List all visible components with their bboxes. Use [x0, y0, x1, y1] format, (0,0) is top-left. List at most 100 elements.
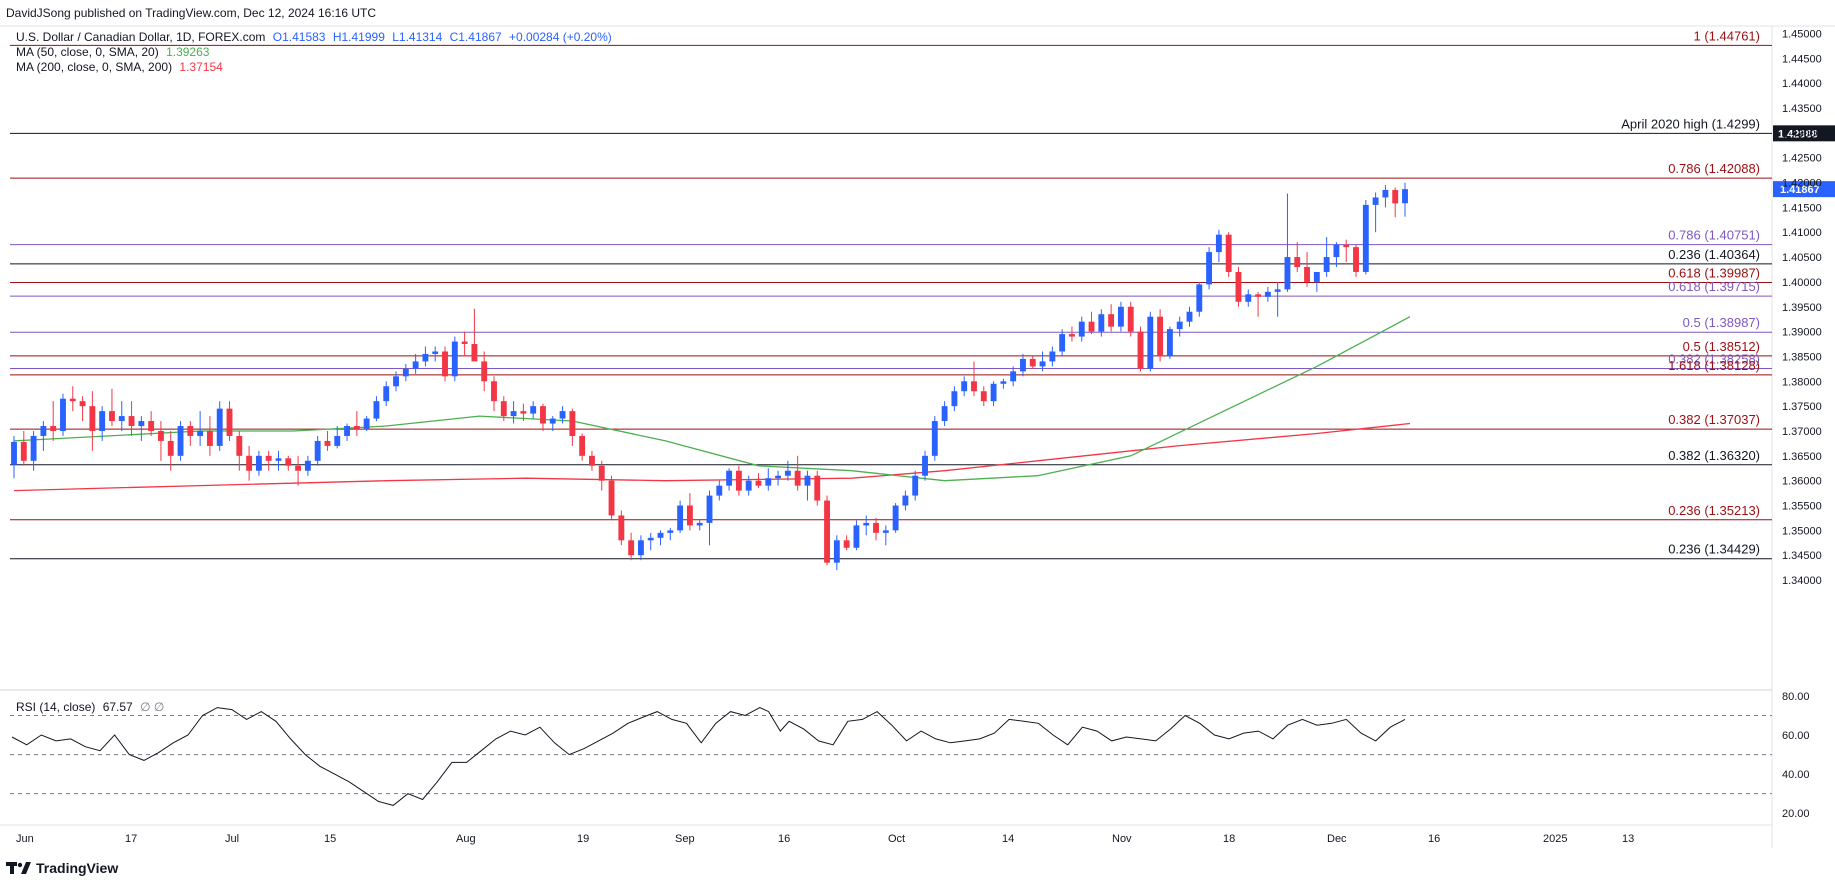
candle-body: [432, 351, 439, 354]
candle-body: [491, 381, 497, 402]
level-label: 1.618 (1.38128): [1668, 358, 1760, 373]
time-axis[interactable]: Jun 17 Jul 15 Aug 19 Sep 16 Oct 14 Nov 18 Dec 16 2025 1…: [16, 833, 1634, 845]
level-price-tag-text: 1.42988: [1778, 128, 1818, 140]
candle-body: [167, 440, 174, 456]
rsi-legend[interactable]: RSI (14, close) 67.57 ∅ ∅: [16, 700, 168, 714]
level-label: 0.786 (1.42088): [1668, 161, 1760, 176]
candle-body: [1245, 294, 1252, 302]
price-tick-label: 1.42000: [1782, 178, 1822, 190]
high-value: H1.41999: [332, 30, 385, 44]
time-tick-label: 16: [1428, 833, 1440, 845]
price-tick-label: 1.44000: [1782, 78, 1822, 90]
candle-body: [990, 383, 997, 402]
candle-body: [735, 470, 742, 491]
candle-body: [1157, 316, 1164, 357]
candle-body: [500, 401, 507, 417]
level-label: 0.618 (1.39715): [1668, 279, 1760, 294]
price-tick-label: 1.43000: [1782, 128, 1822, 140]
candle-body: [275, 458, 282, 461]
ma50-legend[interactable]: MA (50, close, 0, SMA, 20) 1.39263: [16, 45, 213, 59]
candle-body: [667, 530, 674, 533]
candle-body: [1343, 244, 1350, 248]
tradingview-brand[interactable]: TradingView: [6, 860, 118, 876]
level-label: 0.236 (1.35213): [1668, 503, 1760, 518]
candle-body: [1284, 257, 1291, 290]
price-tick-label: 1.34500: [1782, 550, 1822, 562]
candle-body: [677, 505, 684, 531]
candle-body: [922, 455, 928, 476]
fib-levels[interactable]: 1 (1.44761) April 2020 high (1.4299) 1.429…: [10, 28, 1835, 560]
candle-body: [1108, 314, 1115, 327]
candle-body: [579, 435, 586, 456]
candle-body: [1078, 321, 1085, 337]
candle-body: [69, 398, 76, 402]
candle-body: [481, 361, 488, 382]
price-tick-label: 1.34000: [1782, 575, 1822, 587]
rsi-pane: [10, 707, 1772, 806]
candle-body: [353, 426, 360, 429]
price-tick-label: 1.41000: [1782, 227, 1822, 239]
time-tick-label: 18: [1223, 833, 1235, 845]
candle-body: [628, 540, 635, 556]
candle-body: [540, 406, 546, 424]
candle-body: [520, 411, 527, 414]
candle-body: [1049, 351, 1056, 362]
candle-body: [393, 376, 399, 387]
candle-body: [216, 408, 223, 446]
candle-body: [686, 505, 693, 526]
candle-body: [1020, 358, 1026, 372]
candle-body: [1098, 314, 1105, 332]
candle-body: [60, 398, 66, 431]
price-tick-label: 1.40000: [1782, 277, 1822, 289]
candle-body: [608, 480, 615, 516]
candle-body: [873, 522, 879, 533]
candle-body: [902, 495, 909, 506]
candle-body: [892, 505, 899, 531]
candle-body: [598, 465, 605, 481]
candle-body: [99, 411, 106, 431]
candle-body: [1206, 252, 1213, 285]
candle-body: [530, 406, 537, 414]
price-tick-label: 1.40500: [1782, 252, 1822, 264]
level-label: 0.5 (1.38512): [1683, 339, 1760, 354]
price-tick-label: 1.35000: [1782, 525, 1822, 537]
price-axis[interactable]: 1.34000 1.34500 1.35000 1.35500 1.36000 1.365…: [1782, 28, 1822, 820]
time-tick-label: Aug: [456, 833, 476, 845]
rsi-label: RSI (14, close): [16, 700, 96, 714]
candle-body: [569, 411, 576, 436]
candle-body: [863, 522, 870, 526]
symbol-name: U.S. Dollar / Canadian Dollar, 1D, FOREX…: [16, 30, 266, 44]
candle-body: [1333, 244, 1340, 258]
ma200-legend[interactable]: MA (200, close, 0, SMA, 200) 1.37154: [16, 60, 227, 74]
candle-body: [109, 411, 115, 422]
candle-body: [412, 361, 419, 369]
candle-body: [30, 435, 37, 461]
low-value: L1.41314: [392, 30, 443, 44]
level-label: 0.236 (1.40364): [1668, 247, 1760, 262]
close-value: C1.41867: [449, 30, 502, 44]
level-label: 0.382 (1.36320): [1668, 448, 1760, 463]
ma50-value: 1.39263: [166, 45, 210, 59]
candle-body: [295, 465, 302, 471]
price-tick-label: 1.35500: [1782, 501, 1822, 513]
ma50-label: MA (50, close, 0, SMA, 20): [16, 45, 159, 59]
candle-body: [255, 455, 262, 471]
candle-body: [882, 530, 889, 533]
level-label: 0.5 (1.38987): [1683, 315, 1760, 330]
candle-body: [1353, 247, 1359, 272]
candles: 1.41867: [11, 181, 1835, 571]
tradingview-logo-icon: [6, 862, 31, 874]
candle-body: [246, 455, 253, 471]
candle-body: [559, 411, 566, 419]
time-tick-label: Jul: [225, 833, 239, 845]
candle-body: [471, 344, 478, 362]
candle-body: [187, 426, 194, 436]
candle-body: [1186, 311, 1193, 322]
candle-body: [1255, 294, 1262, 297]
candle-body: [696, 522, 703, 526]
candle-body: [363, 418, 370, 429]
candle-body: [1069, 334, 1075, 337]
candle-body: [716, 485, 723, 496]
price-chart[interactable]: 1 (1.44761) April 2020 high (1.4299) 1.429…: [0, 0, 1835, 855]
candle-body: [1362, 204, 1369, 272]
